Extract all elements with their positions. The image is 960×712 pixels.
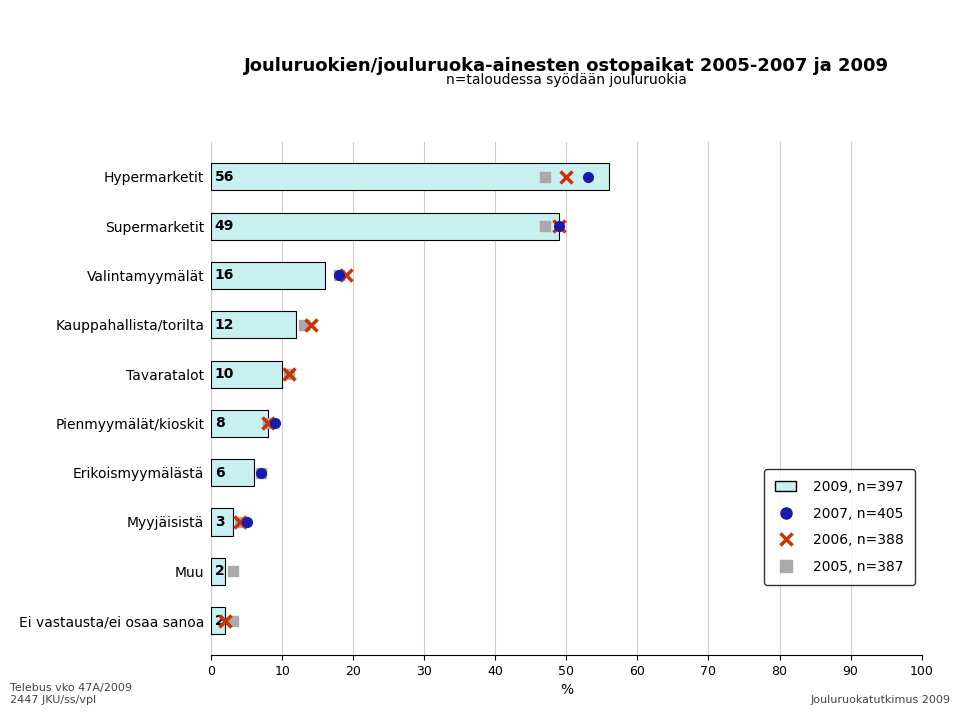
Text: 3: 3 xyxy=(215,515,225,529)
Text: 49: 49 xyxy=(215,219,234,234)
Legend: 2009, n=397, 2007, n=405, 2006, n=388, 2005, n=387: 2009, n=397, 2007, n=405, 2006, n=388, 2… xyxy=(764,469,915,585)
Bar xyxy=(211,459,253,486)
Text: Jouluruokatutkimus 2009: Jouluruokatutkimus 2009 xyxy=(810,695,950,705)
Bar xyxy=(211,557,226,585)
X-axis label: %: % xyxy=(560,684,573,697)
Bar xyxy=(211,262,324,289)
Text: Telebus vko 47A/2009
2447 JKU/ss/vpl: Telebus vko 47A/2009 2447 JKU/ss/vpl xyxy=(10,684,132,705)
Text: 8: 8 xyxy=(215,417,225,430)
Bar xyxy=(211,508,232,535)
Text: 2: 2 xyxy=(215,614,225,627)
Text: taloustutkimus oy: taloustutkimus oy xyxy=(17,33,229,53)
Text: n=taloudessa syödään jouluruokia: n=taloudessa syödään jouluruokia xyxy=(446,73,686,87)
Text: 12: 12 xyxy=(215,318,234,332)
Text: 2: 2 xyxy=(215,564,225,578)
Bar xyxy=(211,213,560,240)
Bar xyxy=(211,360,282,387)
Text: 16: 16 xyxy=(215,268,234,283)
Bar xyxy=(211,410,268,437)
Bar xyxy=(211,163,609,191)
Text: Jouluruokien/jouluruoka-ainesten ostopaikat 2005-2007 ja 2009: Jouluruokien/jouluruoka-ainesten ostopai… xyxy=(244,57,889,75)
Text: 56: 56 xyxy=(215,170,234,184)
Bar xyxy=(211,607,226,634)
Bar xyxy=(211,311,297,338)
Text: 10: 10 xyxy=(215,367,234,381)
Text: 6: 6 xyxy=(215,466,225,480)
